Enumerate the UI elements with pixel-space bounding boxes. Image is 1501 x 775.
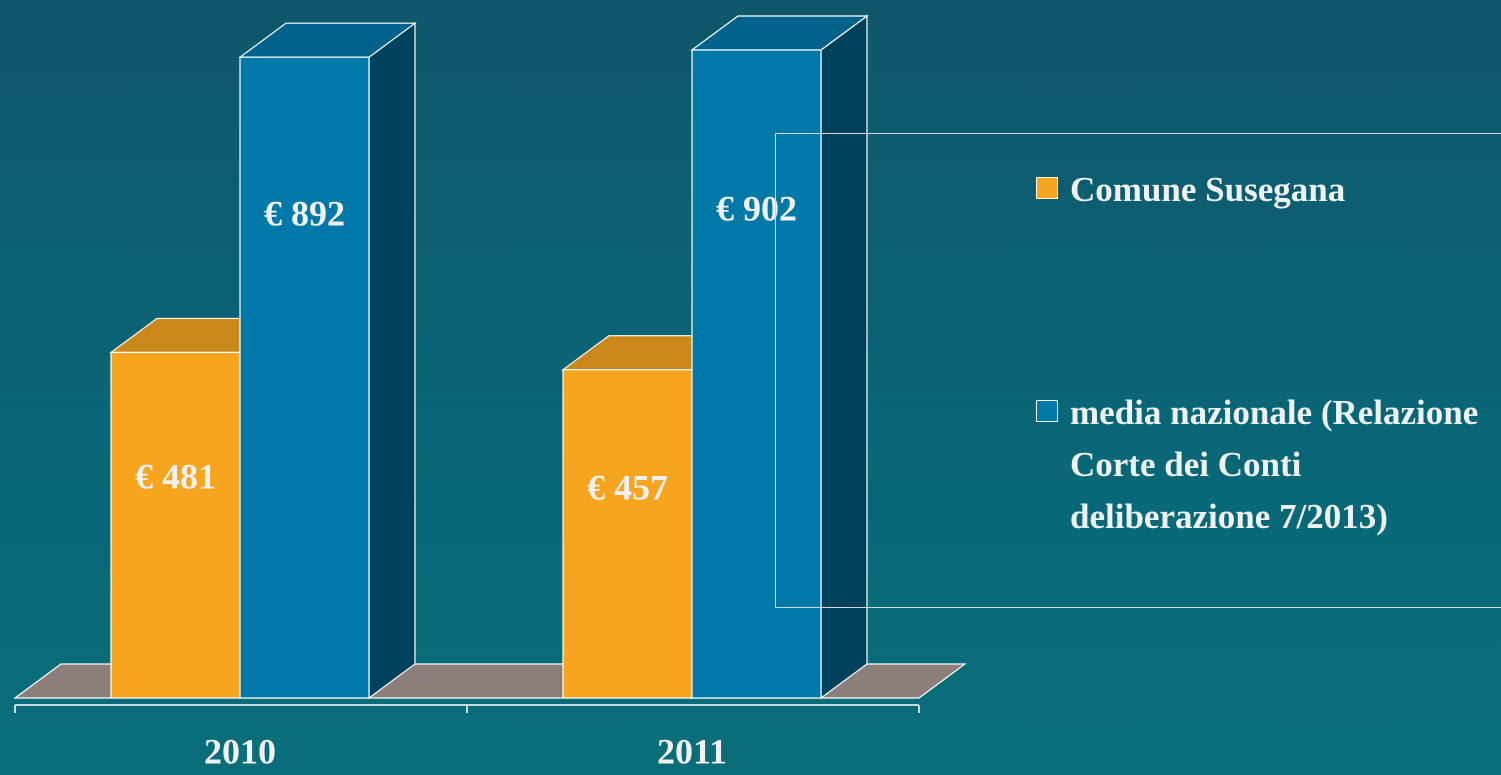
bar-side — [368, 21, 416, 700]
legend: Comune Susegana media nazionale (Relazion… — [775, 133, 1501, 608]
legend-swatch — [1036, 177, 1058, 199]
value-label: € 481 — [135, 457, 216, 497]
bar — [691, 49, 822, 699]
legend-label: Comune Susegana — [1070, 170, 1346, 209]
legend-swatch — [1036, 400, 1058, 422]
value-label: € 892 — [264, 194, 345, 234]
x-tick-label: 2010 — [204, 731, 276, 771]
legend-label: media nazionale (Relazione Corte dei Con… — [1070, 393, 1479, 536]
bar — [562, 369, 693, 699]
bar — [239, 56, 370, 699]
x-tick-label: 2011 — [657, 731, 727, 771]
bar — [110, 351, 241, 699]
value-label: € 457 — [587, 467, 668, 507]
value-label: € 902 — [716, 188, 797, 228]
